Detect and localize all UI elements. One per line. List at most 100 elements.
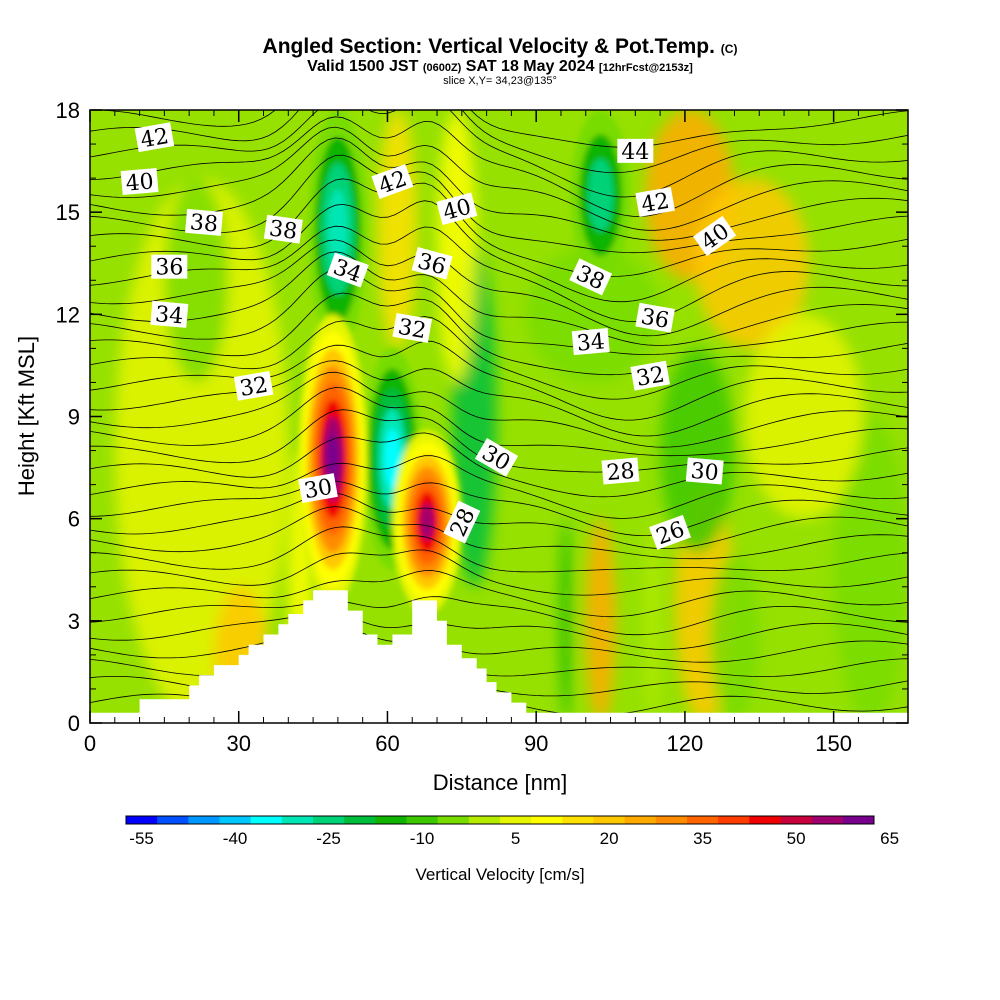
updraft-core xyxy=(420,503,435,541)
contour-label-box xyxy=(151,254,188,279)
colorbar: -55 -40 -25 -10 5 20 35 50 65 xyxy=(125,815,899,848)
y-axis-label: Height [Kft MSL] xyxy=(14,336,39,496)
contour-label-box xyxy=(635,187,675,217)
contour-label-text: 38 xyxy=(189,210,219,237)
contour-label-box xyxy=(411,247,453,280)
contour-label: 32 xyxy=(630,360,671,392)
colorbar-tick-label: 50 xyxy=(787,829,806,848)
contour-label: 34 xyxy=(571,328,610,357)
chart-titles: Angled Section: Vertical Velocity & Pot.… xyxy=(0,35,1000,88)
colorbar-swatch xyxy=(842,816,875,824)
contour-label-box xyxy=(185,208,224,236)
isentrope-line xyxy=(90,110,908,173)
isentrope-line xyxy=(90,239,908,337)
colorbar-swatch xyxy=(375,816,407,824)
isentrope-line xyxy=(90,110,908,148)
contour-label: 28 xyxy=(601,457,640,486)
colorbar-swatch xyxy=(562,816,594,824)
colorbar-swatch xyxy=(157,816,189,824)
contour-label-text: 42 xyxy=(639,189,671,218)
colorbar-swatch xyxy=(126,816,158,824)
contour-label: 42 xyxy=(134,122,175,153)
colorbar-swatch xyxy=(655,816,688,824)
contour-label-text: 36 xyxy=(639,304,671,333)
contour-label: 42 xyxy=(635,187,675,218)
y-tick-label: 12 xyxy=(56,302,80,327)
y-tick-label: 3 xyxy=(68,609,80,634)
colorbar-swatch xyxy=(250,816,283,824)
shading-region xyxy=(560,518,571,723)
y-tick-label: 9 xyxy=(68,405,80,430)
isentrope-line xyxy=(90,625,908,663)
colorbar-swatch xyxy=(281,816,314,824)
contour-label-box xyxy=(685,457,724,485)
contour-label-text: 34 xyxy=(154,302,184,329)
isentrope-line xyxy=(90,316,908,400)
colorbar-swatch xyxy=(531,816,563,824)
isentrope-line xyxy=(90,480,908,537)
slice-info: slice X,Y= 34,23@135° xyxy=(443,75,557,87)
contour-label: 40 xyxy=(436,192,478,226)
contour-label-box xyxy=(569,258,613,296)
contour-label-box xyxy=(474,437,519,477)
colorbar-tick-label: 20 xyxy=(600,829,619,848)
y-tick-label: 18 xyxy=(56,98,80,123)
isentrope-line xyxy=(90,137,908,241)
contour-label-box xyxy=(233,370,274,401)
shading-region xyxy=(744,314,864,519)
contour-label-text: 32 xyxy=(238,373,270,402)
isentrope-line xyxy=(90,126,908,231)
colorbar-swatch xyxy=(749,816,781,824)
contour-label-box xyxy=(630,360,671,391)
isentrope-line xyxy=(90,506,908,560)
contour-label-text: 36 xyxy=(155,256,183,281)
contour-label-text: 42 xyxy=(139,124,171,153)
contour-label: 36 xyxy=(151,254,188,281)
contour-label: 38 xyxy=(185,208,224,238)
contour-label-text: 44 xyxy=(621,140,649,165)
contour-label-box xyxy=(635,302,675,333)
colorbar-label: Vertical Velocity [cm/s] xyxy=(415,865,584,884)
contour-label-box xyxy=(693,215,737,257)
chart-title: Angled Section: Vertical Velocity & Pot.… xyxy=(262,35,738,58)
x-tick-label: 120 xyxy=(667,731,704,756)
contour-label-box xyxy=(134,122,175,153)
y-tick-label: 15 xyxy=(56,200,80,225)
downdraft-core xyxy=(384,428,401,490)
shading-region xyxy=(709,552,760,723)
isentrope-line xyxy=(90,526,908,573)
contour-label-box xyxy=(150,300,189,328)
isentrope-line xyxy=(90,371,908,448)
x-tick-label: 30 xyxy=(226,731,250,756)
updraft-core xyxy=(326,433,340,485)
contour-label-text: 34 xyxy=(576,329,606,356)
colorbar-swatch xyxy=(624,816,657,824)
colorbar-swatch xyxy=(468,816,501,824)
contour-label: 30 xyxy=(298,473,338,504)
colorbar-tick-label: 65 xyxy=(880,829,899,848)
contour-label-box xyxy=(326,252,369,288)
isentrope-line xyxy=(90,340,908,421)
colorbar-swatch xyxy=(718,816,750,824)
isentrope-line xyxy=(90,251,908,346)
contour-label-text: 40 xyxy=(125,169,155,196)
x-tick-label: 150 xyxy=(815,731,852,756)
contour-label-box xyxy=(392,313,433,343)
colorbar-swatch xyxy=(687,816,719,824)
isentrope-line xyxy=(90,455,908,519)
isentrope-line xyxy=(90,116,908,217)
downdraft-core xyxy=(327,189,348,269)
colorbar-swatch xyxy=(406,816,439,824)
isentrope-line xyxy=(90,492,908,550)
contour-label-box xyxy=(601,457,640,485)
contour-label-text: 28 xyxy=(606,459,636,486)
shading-region xyxy=(833,416,908,723)
downdraft-core xyxy=(587,158,614,232)
isentrope-line xyxy=(90,292,908,376)
colorbar-tick-label: -40 xyxy=(223,829,248,848)
contour-label-box xyxy=(298,473,338,503)
x-tick-label: 0 xyxy=(84,731,96,756)
contour-label-box xyxy=(649,514,692,550)
